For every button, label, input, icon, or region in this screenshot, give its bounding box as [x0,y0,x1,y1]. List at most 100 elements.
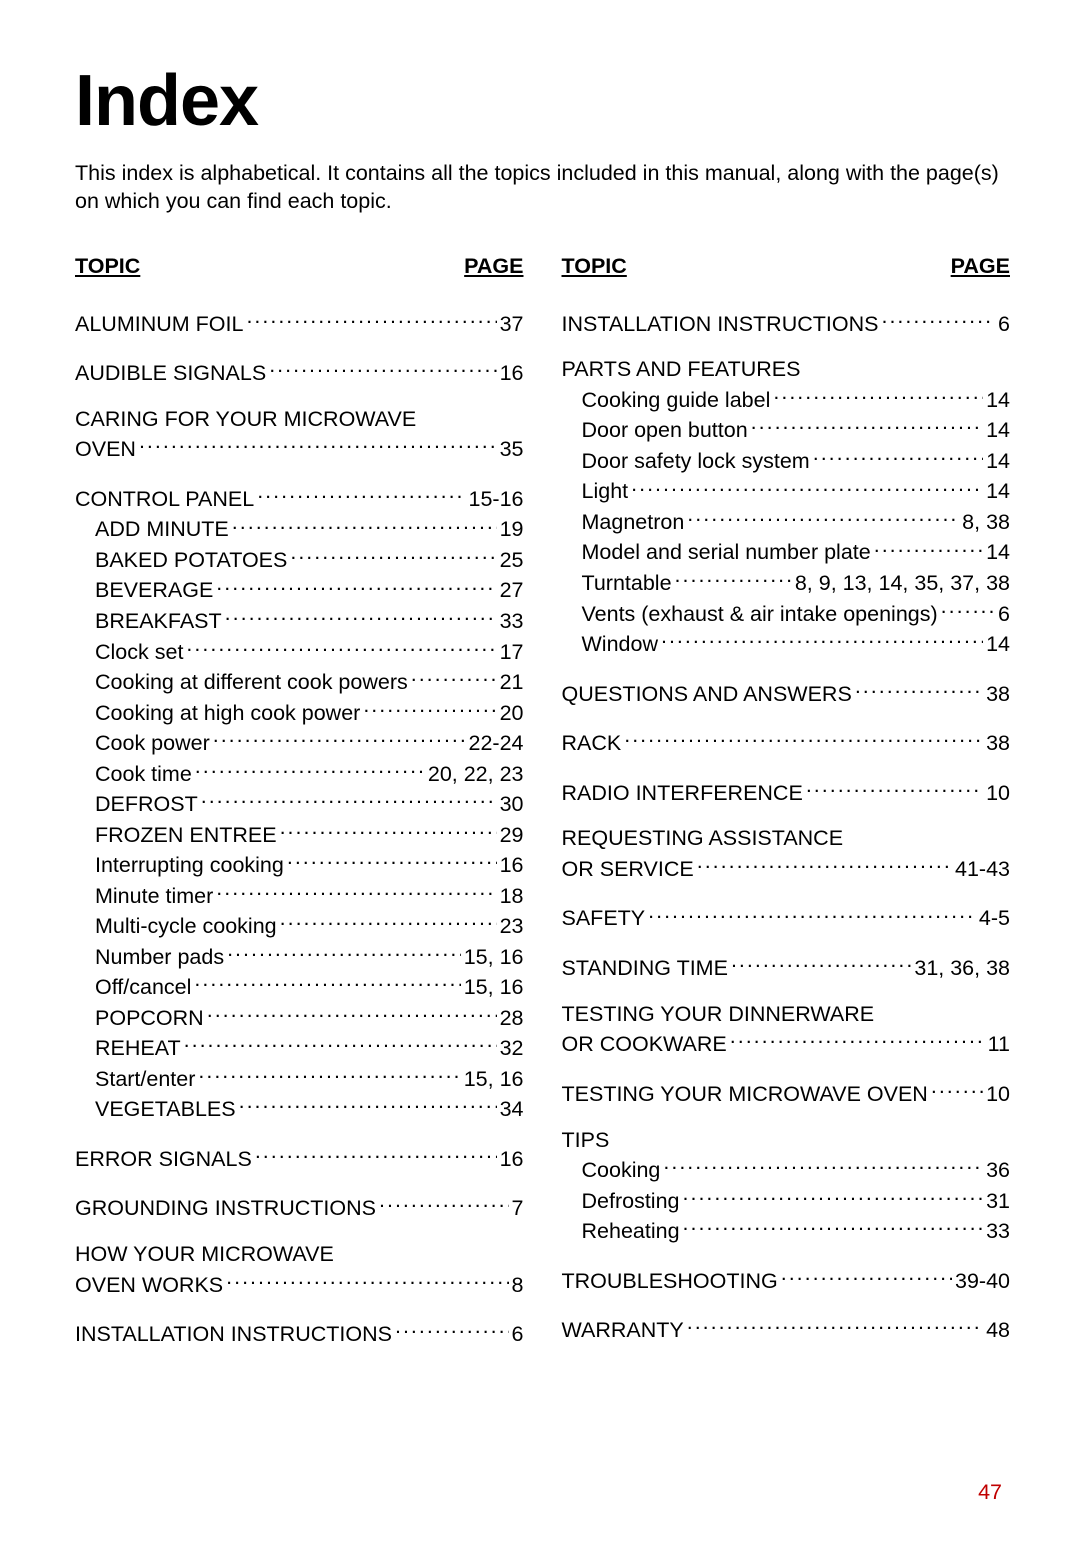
index-line: CARING FOR YOUR MICROWAVE [75,406,524,433]
index-line: REHEAT 32 [75,1032,524,1063]
index-page: 23 [500,913,524,940]
index-line: OVEN WORKS 8 [75,1268,524,1299]
index-label: Turntable [582,570,672,597]
leader-dots [781,1264,952,1288]
index-block: TIPS Cooking 36Defrosting 31Reheating 33 [562,1127,1011,1245]
index-line: TIPS [562,1127,1011,1154]
index-line: TROUBLESHOOTING 39-40 [562,1264,1011,1295]
index-label: Window [582,631,658,658]
index-label: Start/enter [95,1066,195,1093]
leader-dots [731,951,911,975]
leader-dots [648,902,976,926]
index-label: OVEN WORKS [75,1272,223,1299]
leader-dots [198,1062,460,1086]
index-page: 19 [500,516,524,543]
index-page: 15, 16 [464,944,524,971]
index-block: TESTING YOUR DINNERWAREOR COOKWARE 11 [562,1001,1011,1058]
index-label: Cooking at high cook power [95,700,360,727]
index-line: AUDIBLE SIGNALS 16 [75,356,524,387]
index-page: 39-40 [955,1268,1010,1295]
index-label: Clock set [95,639,183,666]
leader-dots [216,879,496,903]
leader-dots [855,677,983,701]
index-page: 38 [986,730,1010,757]
leader-dots [379,1192,509,1216]
index-label: INSTALLATION INSTRUCTIONS [75,1321,392,1348]
index-page: 41-43 [955,856,1010,883]
index-block: HOW YOUR MICROWAVEOVEN WORKS 8 [75,1241,524,1298]
leader-dots [675,566,792,590]
index-page: 14 [986,478,1010,505]
index-label: REQUESTING ASSISTANCE [562,825,844,852]
index-label: OVEN [75,436,136,463]
index-label: Cooking [582,1157,661,1184]
index-block: TESTING YOUR MICROWAVE OVEN 10 [562,1077,1011,1108]
index-line: HOW YOUR MICROWAVE [75,1241,524,1268]
index-label: ALUMINUM FOIL [75,311,243,338]
index-page: 31, 36, 38 [914,955,1010,982]
leader-dots [806,776,983,800]
leader-dots [257,482,465,506]
index-block: QUESTIONS AND ANSWERS 38 [562,677,1011,708]
index-label: RADIO INTERFERENCE [562,780,803,807]
index-label: Interrupting cooking [95,852,284,879]
index-line: Cooking at different cook powers 21 [75,665,524,696]
index-line: INSTALLATION INSTRUCTIONS 6 [75,1318,524,1349]
index-line: RADIO INTERFERENCE 10 [562,776,1011,807]
index-label: GROUNDING INSTRUCTIONS [75,1195,376,1222]
index-label: POPCORN [95,1005,204,1032]
index-page: 15, 16 [464,974,524,1001]
index-page: 6 [998,601,1010,628]
index-line: OR COOKWARE 11 [562,1028,1011,1059]
index-label: AUDIBLE SIGNALS [75,360,266,387]
index-line: GROUNDING INSTRUCTIONS 7 [75,1192,524,1223]
index-line: Reheating 33 [562,1215,1011,1246]
index-page: 14 [986,539,1010,566]
index-label: ERROR SIGNALS [75,1146,252,1173]
leader-dots [287,848,497,872]
leader-dots [225,604,497,628]
index-block: CARING FOR YOUR MICROWAVE OVEN 35 [75,406,524,463]
left-entries: ALUMINUM FOIL 37AUDIBLE SIGNALS 16CARING… [75,307,524,1348]
leader-dots [280,818,497,842]
header-page: PAGE [464,254,523,279]
index-block: STANDING TIME 31, 36, 38 [562,951,1011,982]
index-label: Magnetron [582,509,685,536]
index-line: Defrosting 31 [562,1184,1011,1215]
index-page: 16 [500,852,524,879]
leader-dots [246,307,496,331]
index-label: Cook power [95,730,210,757]
index-page: 34 [500,1096,524,1123]
leader-dots [687,505,959,529]
index-label: CARING FOR YOUR MICROWAVE [75,406,416,433]
index-label: RACK [562,730,622,757]
index-line: STANDING TIME 31, 36, 38 [562,951,1011,982]
index-line: Number pads 15, 16 [75,940,524,971]
index-line: VEGETABLES 34 [75,1093,524,1124]
index-line: Vents (exhaust & air intake openings) 6 [562,597,1011,628]
index-label: Cook time [95,761,192,788]
column-header: TOPIC PAGE [75,254,524,279]
index-line: Door open button 14 [562,414,1011,445]
index-label: Multi-cycle cooking [95,913,277,940]
index-block: GROUNDING INSTRUCTIONS 7 [75,1192,524,1223]
index-label: Cooking at different cook powers [95,669,408,696]
index-page: 14 [986,417,1010,444]
index-page: 33 [986,1218,1010,1245]
leader-dots [683,1215,984,1239]
index-line: Cooking at high cook power 20 [75,696,524,727]
index-page: 17 [500,639,524,666]
index-line: TESTING YOUR MICROWAVE OVEN 10 [562,1077,1011,1108]
index-page: 36 [986,1157,1010,1184]
index-line: Magnetron 8, 38 [562,505,1011,536]
index-block: ERROR SIGNALS 16 [75,1142,524,1173]
leader-dots [813,444,983,468]
index-label: QUESTIONS AND ANSWERS [562,681,852,708]
index-page: 28 [500,1005,524,1032]
index-page: 35 [500,436,524,463]
index-label: OR COOKWARE [562,1031,727,1058]
index-page: 32 [500,1035,524,1062]
index-block: REQUESTING ASSISTANCEOR SERVICE 41-43 [562,825,1011,882]
leader-dots [730,1028,985,1052]
leader-dots [881,307,995,331]
